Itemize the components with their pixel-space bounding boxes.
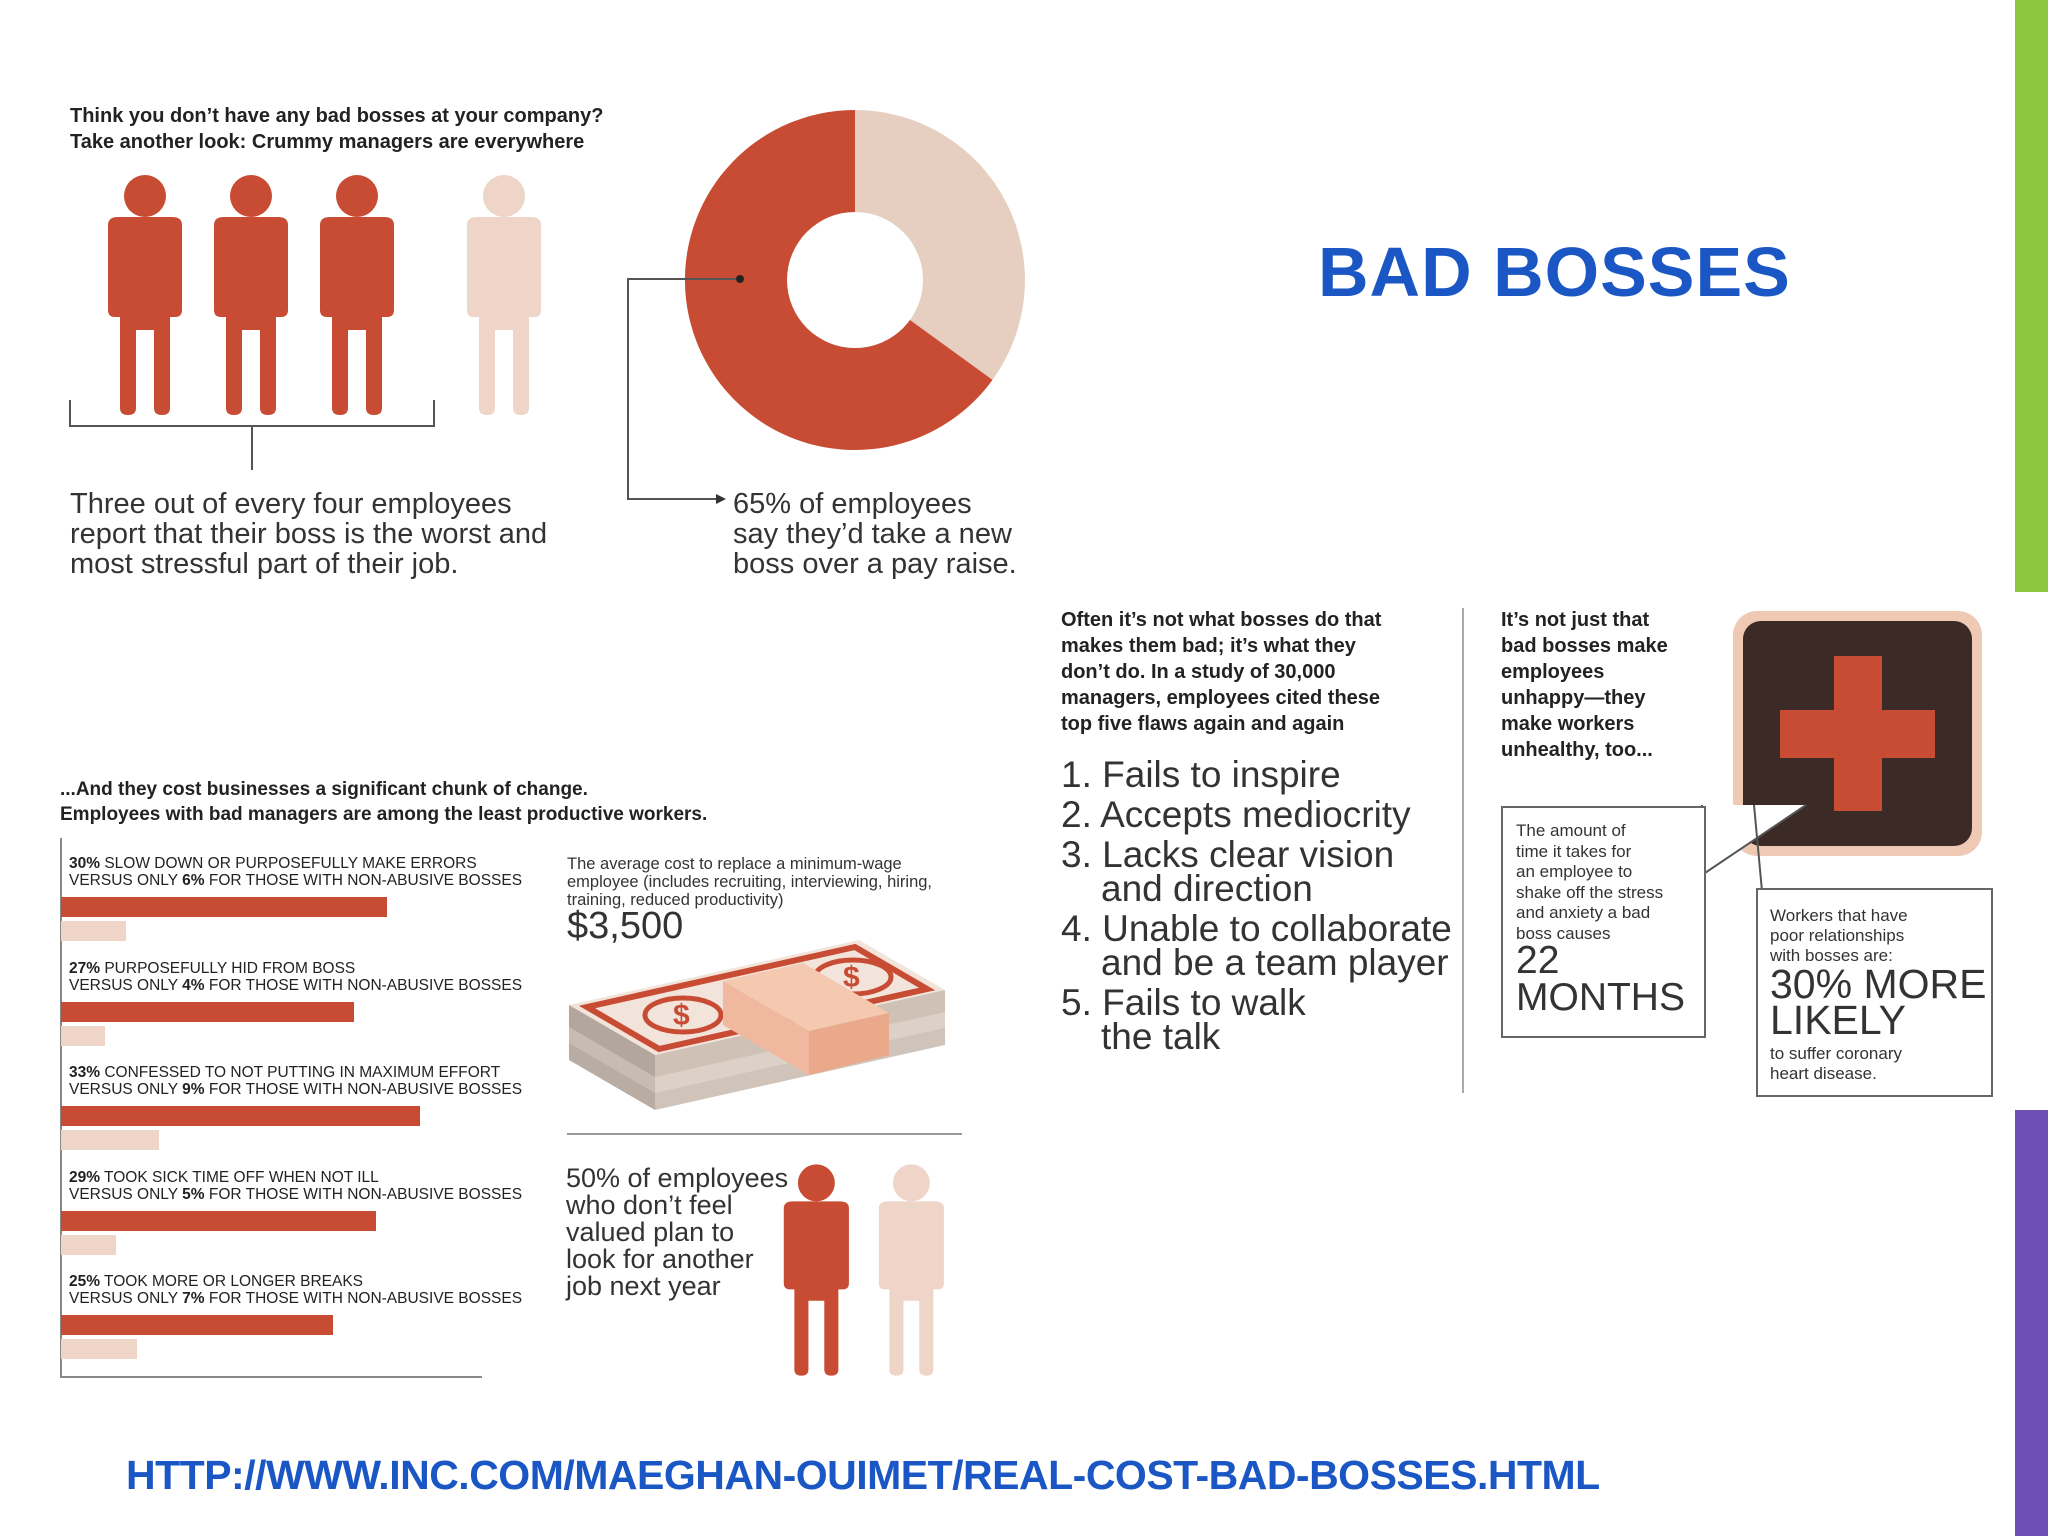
bar-abusive-boss [61, 1001, 354, 1022]
donut-remainder-slice [855, 110, 1025, 380]
accent-bar-green [2015, 0, 2048, 592]
person-icon [783, 1164, 849, 1376]
heart-callout: Workers that have poor relationships wit… [1756, 888, 1993, 1097]
cost-description: The average cost to replace a minimum-wa… [567, 855, 933, 909]
bar-nonabusive-boss [61, 1025, 105, 1046]
section1-stat: Three out of every four employees report… [70, 488, 548, 580]
bar-abusive-boss [61, 1315, 333, 1335]
bar-nonabusive-boss [61, 1339, 137, 1359]
stat-row: 30% SLOW DOWN OR PURPOSEFULLY MAKE ERROR… [69, 855, 523, 889]
list-item: 3. Lacks clear vision and direction [1061, 834, 1395, 909]
donut-chart [627, 110, 1025, 504]
column-divider [1462, 608, 1464, 1093]
donut-hole [787, 212, 923, 348]
section-divider [567, 1133, 962, 1135]
bar-nonabusive-boss [61, 1130, 159, 1150]
list-item: 5. Fails to walk the talk [1061, 982, 1306, 1057]
valued-people-icons [783, 1164, 944, 1376]
cost-value: $3,500 [567, 905, 684, 947]
stat-row: 25% TOOK MORE OR LONGER BREAKS VERSUS ONL… [69, 1273, 523, 1307]
section2-stat: 65% of employees say they’d take a new b… [733, 488, 1017, 580]
person-icon [214, 175, 288, 415]
list-item: 4. Unable to collaborate and be a team p… [1061, 908, 1452, 983]
section1-headline: Think you don’t have any bad bosses at y… [70, 105, 604, 153]
person-icon [467, 175, 541, 415]
slide-title: BAD BOSSES [1318, 233, 1791, 311]
bar-nonabusive-boss [61, 921, 126, 941]
health-headline: It’s not just that bad bosses make emplo… [1501, 609, 1668, 761]
bar-abusive-boss [61, 897, 387, 917]
svg-text:$: $ [843, 961, 860, 994]
source-link[interactable]: HTTP://WWW.INC.COM/MAEGHAN-OUIMET/REAL-C… [126, 1452, 1600, 1498]
money-stack-image: $ $ [569, 940, 945, 1110]
bar-abusive-boss [61, 1210, 376, 1231]
list-item: 2. Accepts mediocrity [1061, 794, 1411, 835]
donut-pointer-arrow [716, 494, 726, 504]
bar-nonabusive-boss [61, 1234, 116, 1255]
people-icons-group [69, 175, 541, 470]
accent-bar-purple [2015, 1110, 2048, 1536]
stress-callout: The amount of time it takes for an emplo… [1501, 806, 1706, 1038]
flaws-headline: Often it’s not what bosses do that makes… [1061, 609, 1382, 735]
bracket-line [69, 400, 435, 470]
person-icon [108, 175, 182, 415]
stat-row: 33% CONFESSED TO NOT PUTTING IN MAXIMUM … [69, 1064, 523, 1098]
section3-headline: ...And they cost businesses a significan… [60, 779, 708, 825]
donut-pointer-line [627, 278, 740, 500]
bar-abusive-boss [61, 1106, 420, 1126]
money-stack-icon: $ $ [569, 940, 945, 1110]
valued-stat: 50% of employees who don’t feel valued p… [566, 1163, 789, 1301]
svg-text:$: $ [673, 999, 690, 1032]
stat-row: 27% PURPOSEFULLY HID FROM BOSS VERSUS ONL… [69, 959, 523, 994]
flaws-list: 1. Fails to inspire 2. Accepts mediocrit… [1061, 754, 1452, 1060]
donut-pointer-dot [736, 275, 744, 283]
list-item: 1. Fails to inspire [1061, 754, 1341, 795]
person-icon [320, 175, 394, 415]
medical-cross-icon [1733, 611, 1982, 856]
person-icon [878, 1164, 944, 1376]
stat-row: 29% TOOK SICK TIME OFF WHEN NOT ILL VERSU… [69, 1168, 523, 1203]
